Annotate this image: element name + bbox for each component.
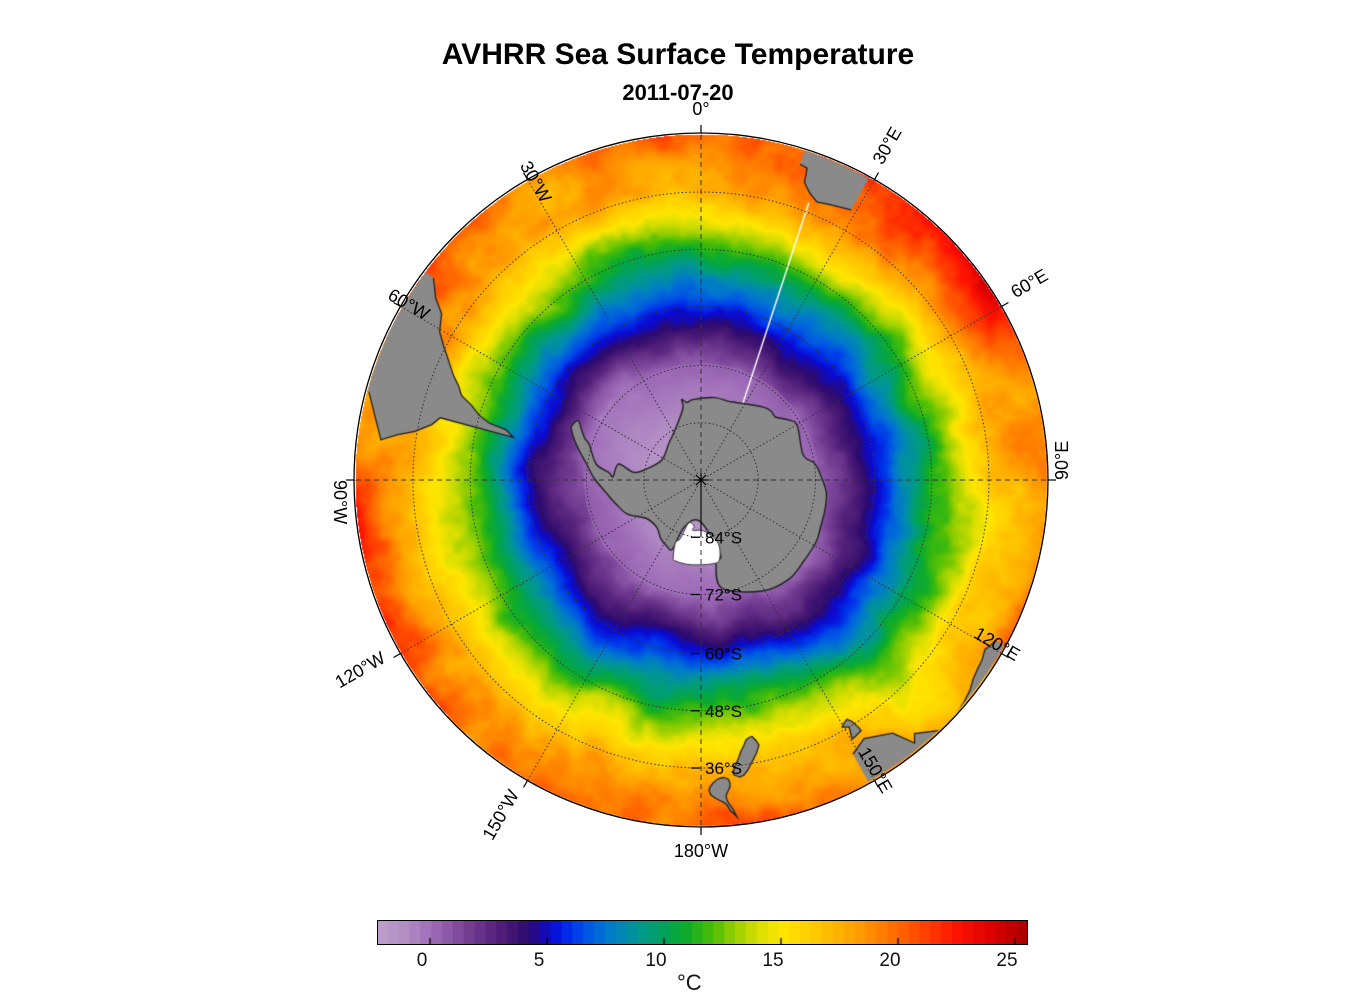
svg-text:60°S: 60°S — [705, 645, 742, 664]
svg-text:0°: 0° — [692, 99, 709, 119]
svg-text:48°S: 48°S — [705, 702, 742, 721]
svg-text:180°W: 180°W — [674, 841, 728, 861]
svg-text:90°E: 90°E — [1052, 441, 1072, 480]
svg-text:60°W: 60°W — [385, 285, 433, 324]
svg-text:84°S: 84°S — [705, 528, 742, 547]
svg-text:150°W: 150°W — [479, 786, 523, 843]
svg-text:30°W: 30°W — [516, 158, 555, 206]
svg-text:90°W: 90°W — [330, 480, 350, 524]
svg-text:120°W: 120°W — [332, 648, 389, 692]
svg-text:36°S: 36°S — [705, 759, 742, 778]
svg-text:72°S: 72°S — [705, 586, 742, 605]
svg-text:60°E: 60°E — [1007, 265, 1051, 302]
svg-text:120°E: 120°E — [971, 623, 1024, 665]
svg-text:30°E: 30°E — [869, 124, 906, 168]
